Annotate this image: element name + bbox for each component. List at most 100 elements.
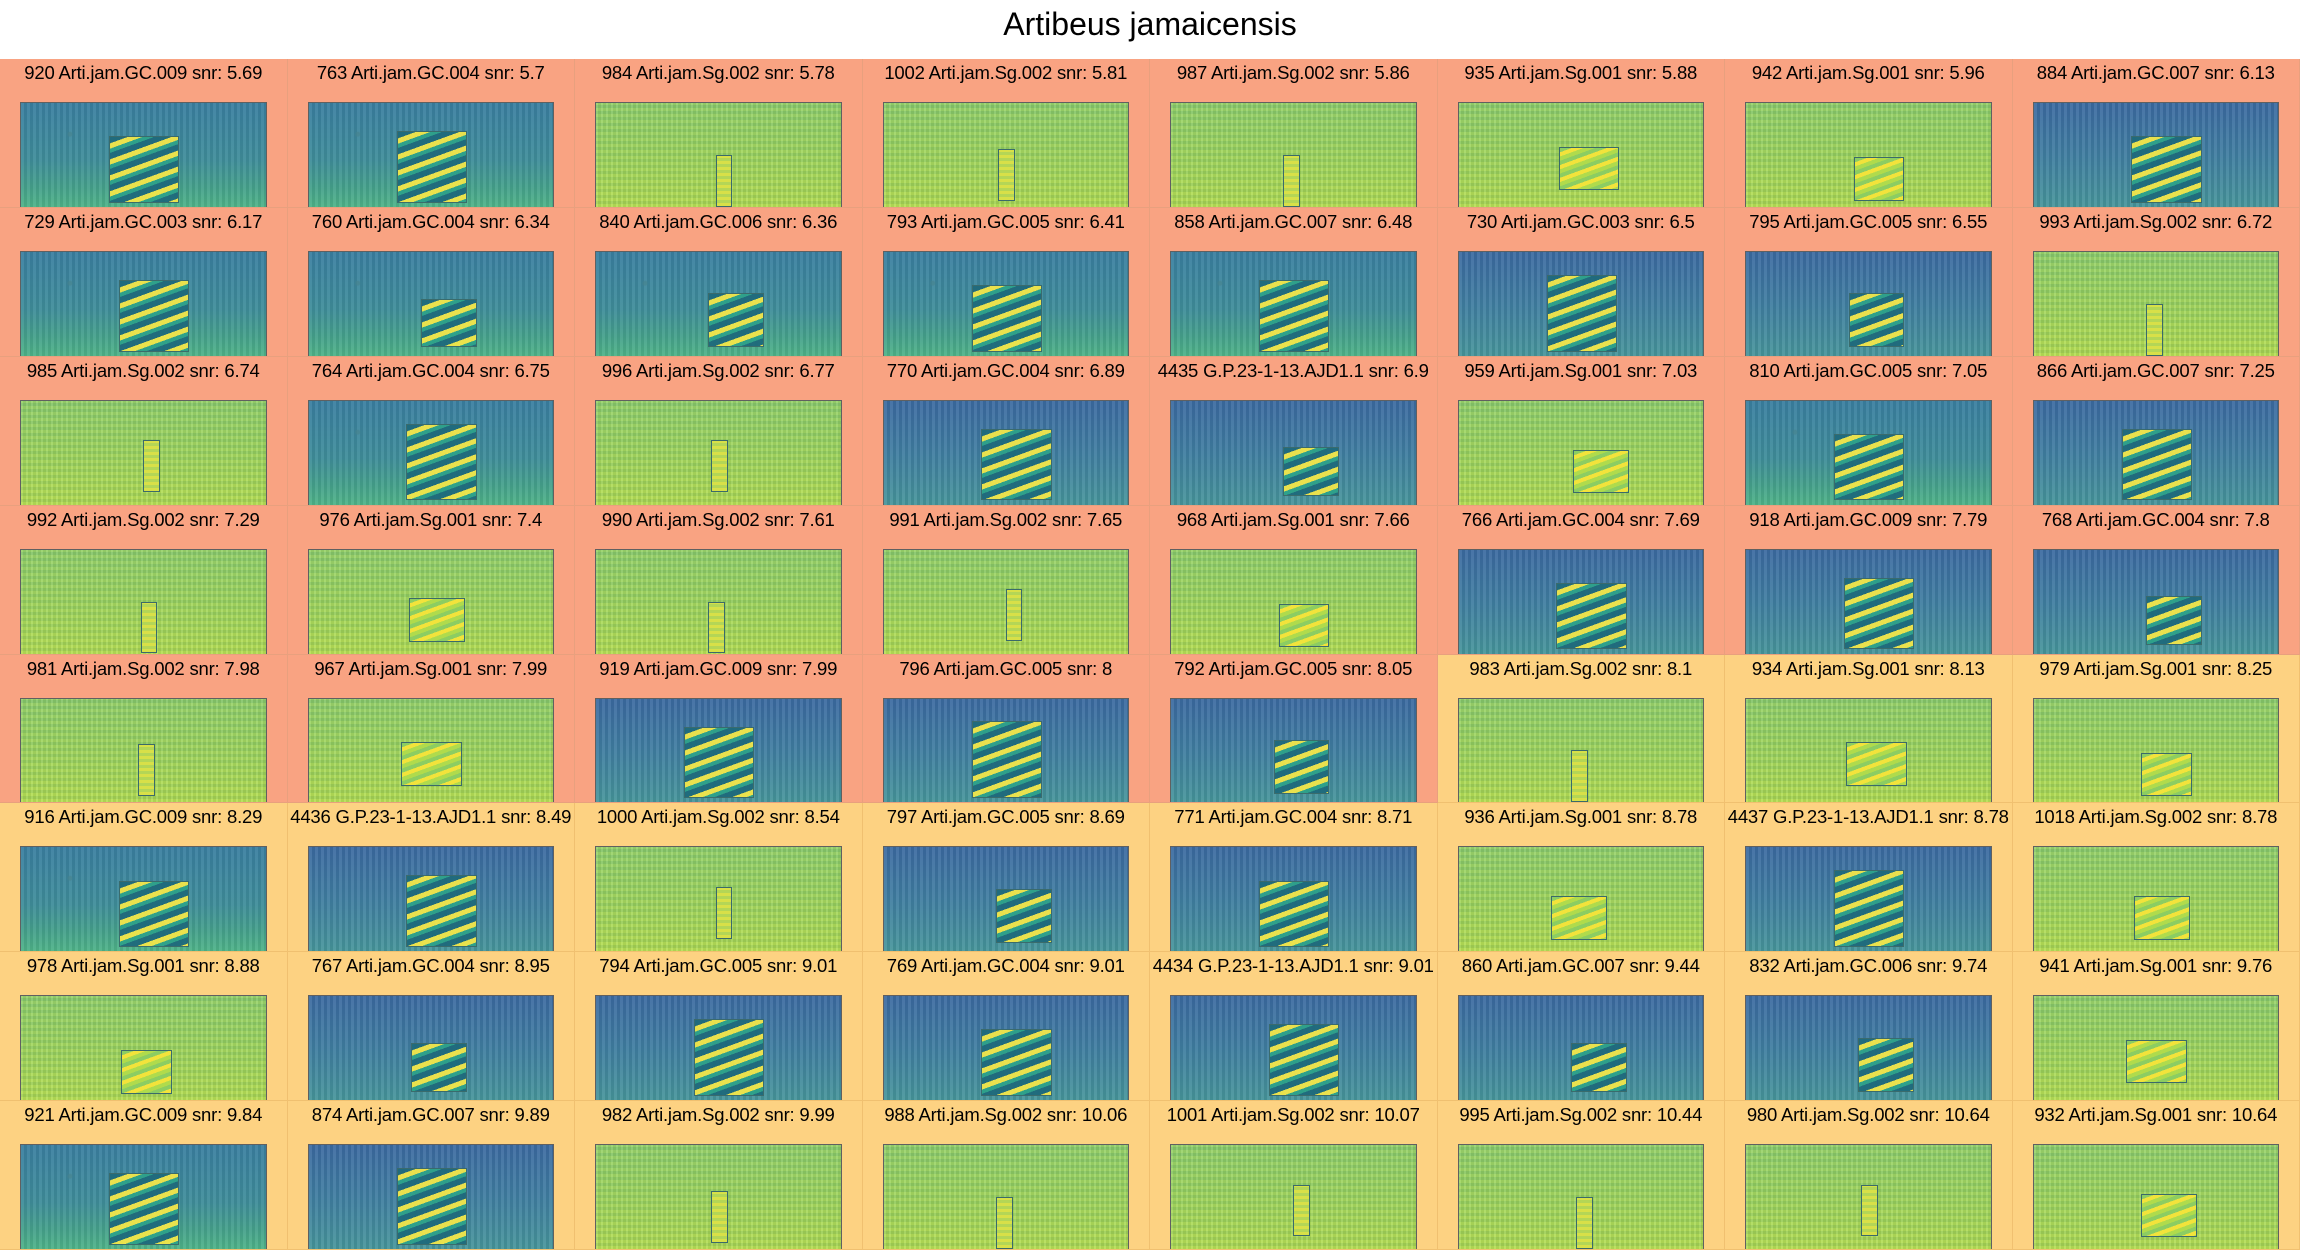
cell-label: 968 Arti.jam.Sg.001 snr: 7.66 bbox=[1176, 508, 1410, 530]
detection-box bbox=[1556, 582, 1627, 650]
detection-box bbox=[401, 742, 463, 786]
detection-box bbox=[1860, 1184, 1878, 1237]
spectrogram-cell: 767 Arti.jam.GC.004 snr: 8.95 bbox=[287, 952, 575, 1102]
cell-label: 983 Arti.jam.Sg.002 snr: 8.1 bbox=[1469, 657, 1693, 679]
spectrogram-image bbox=[1170, 995, 1417, 1101]
cell-label: 981 Arti.jam.Sg.002 snr: 7.98 bbox=[26, 657, 260, 679]
detection-box bbox=[981, 428, 1052, 501]
cell-label: 840 Arti.jam.GC.006 snr: 6.36 bbox=[599, 210, 838, 232]
detection-box bbox=[2145, 596, 2202, 646]
spectrogram-image bbox=[2032, 102, 2279, 207]
spectrogram-image bbox=[595, 995, 842, 1101]
spectrogram-image bbox=[595, 697, 842, 803]
cell-label: 942 Arti.jam.Sg.001 snr: 5.96 bbox=[1751, 62, 1985, 83]
spectrogram-cell: 941 Arti.jam.Sg.001 snr: 9.76 bbox=[2012, 952, 2300, 1102]
spectrogram-image bbox=[1170, 846, 1417, 952]
spectrogram-image bbox=[882, 399, 1129, 505]
spectrogram-cell: 982 Arti.jam.Sg.002 snr: 9.99 bbox=[575, 1101, 863, 1250]
spectrogram-cell: 797 Arti.jam.GC.005 snr: 8.69 bbox=[862, 803, 1150, 953]
spectrogram-cell: 793 Arti.jam.GC.005 snr: 6.41 bbox=[862, 207, 1150, 357]
cell-label: 992 Arti.jam.Sg.002 snr: 7.29 bbox=[26, 508, 260, 530]
detection-box bbox=[396, 1167, 467, 1245]
cell-label: 874 Arti.jam.GC.007 snr: 9.89 bbox=[311, 1104, 550, 1126]
cell-label: 990 Arti.jam.Sg.002 snr: 7.61 bbox=[601, 508, 835, 530]
spectrogram-image bbox=[882, 995, 1129, 1101]
detection-box bbox=[2121, 428, 2192, 501]
spectrogram-image bbox=[1457, 250, 1704, 356]
spectrogram-cell: 993 Arti.jam.Sg.002 snr: 6.72 bbox=[2012, 207, 2300, 357]
cell-label: 866 Arti.jam.GC.007 snr: 7.25 bbox=[2036, 359, 2275, 381]
cell-label: 768 Arti.jam.GC.004 snr: 7.8 bbox=[2041, 508, 2270, 530]
spectrogram-image bbox=[1745, 548, 1992, 654]
spectrogram-image bbox=[2032, 697, 2279, 803]
spectrogram-image bbox=[307, 548, 554, 654]
detection-box bbox=[1858, 1037, 1915, 1092]
spectrogram-image bbox=[1745, 102, 1992, 207]
spectrogram-cell: 983 Arti.jam.Sg.002 snr: 8.1 bbox=[1437, 654, 1725, 804]
cell-label: 979 Arti.jam.Sg.001 snr: 8.25 bbox=[2039, 657, 2273, 679]
spectrogram-image bbox=[1170, 399, 1417, 505]
spectrogram-cell: 832 Arti.jam.GC.006 snr: 9.74 bbox=[1725, 952, 2013, 1102]
detection-box bbox=[2131, 136, 2202, 203]
spectrogram-cell: 936 Arti.jam.Sg.001 snr: 8.78 bbox=[1437, 803, 1725, 953]
detection-box bbox=[1283, 154, 1301, 207]
spectrogram-image bbox=[2032, 995, 2279, 1101]
detection-box bbox=[1570, 1042, 1627, 1092]
spectrogram-cell: 991 Arti.jam.Sg.002 snr: 7.65 bbox=[862, 505, 1150, 655]
detection-box bbox=[995, 888, 1052, 943]
spectrogram-cell: 918 Arti.jam.GC.009 snr: 7.79 bbox=[1725, 505, 2013, 655]
cell-label: 996 Arti.jam.Sg.002 snr: 6.77 bbox=[601, 359, 835, 381]
cell-label: 1002 Arti.jam.Sg.002 snr: 5.81 bbox=[884, 62, 1128, 83]
cell-label: 860 Arti.jam.GC.007 snr: 9.44 bbox=[1461, 955, 1700, 977]
spectrogram-cell: 768 Arti.jam.GC.004 snr: 7.8 bbox=[2012, 505, 2300, 655]
spectrogram-image bbox=[2032, 399, 2279, 505]
detection-box bbox=[971, 721, 1042, 799]
detection-box bbox=[2133, 896, 2190, 940]
spectrogram-cell: 995 Arti.jam.Sg.002 snr: 10.44 bbox=[1437, 1101, 1725, 1250]
detection-box bbox=[1843, 577, 1915, 650]
spectrogram-image bbox=[595, 102, 842, 207]
spectrogram-cell: 1018 Arti.jam.Sg.002 snr: 8.78 bbox=[2012, 803, 2300, 953]
spectrogram-cell: 919 Arti.jam.GC.009 snr: 7.99 bbox=[575, 654, 863, 804]
cell-label: 919 Arti.jam.GC.009 snr: 7.99 bbox=[599, 657, 838, 679]
spectrogram-cell: 810 Arti.jam.GC.005 snr: 7.05 bbox=[1725, 356, 2013, 506]
cell-label: 4437 G.P.23-1-13.AJD1.1 snr: 8.78 bbox=[1727, 806, 2009, 828]
detection-box bbox=[1570, 750, 1588, 803]
spectrogram-image bbox=[20, 548, 267, 654]
detection-box bbox=[708, 293, 765, 348]
cell-label: 4434 G.P.23-1-13.AJD1.1 snr: 9.01 bbox=[1152, 955, 1434, 977]
spectrogram-image bbox=[307, 102, 554, 207]
detection-box bbox=[411, 1042, 467, 1092]
cell-label: 796 Arti.jam.GC.005 snr: 8 bbox=[899, 657, 1113, 679]
cell-label: 967 Arti.jam.Sg.001 snr: 7.99 bbox=[314, 657, 548, 679]
detection-box bbox=[1259, 279, 1330, 352]
detection-box bbox=[118, 880, 190, 947]
spectrogram-image bbox=[20, 102, 267, 207]
cell-label: 832 Arti.jam.GC.006 snr: 9.74 bbox=[1749, 955, 1988, 977]
cell-label: 766 Arti.jam.GC.004 snr: 7.69 bbox=[1461, 508, 1700, 530]
detection-box bbox=[420, 298, 477, 348]
spectrogram-cell: 934 Arti.jam.Sg.001 snr: 8.13 bbox=[1725, 654, 2013, 804]
spectrogram-cell: 729 Arti.jam.GC.003 snr: 6.17 bbox=[0, 207, 288, 357]
cell-label: 921 Arti.jam.GC.009 snr: 9.84 bbox=[24, 1104, 263, 1126]
detection-box bbox=[1005, 589, 1023, 641]
cell-label: 988 Arti.jam.Sg.002 snr: 10.06 bbox=[884, 1104, 1128, 1126]
cell-label: 934 Arti.jam.Sg.001 snr: 8.13 bbox=[1751, 657, 1985, 679]
cell-label: 858 Arti.jam.GC.007 snr: 6.48 bbox=[1174, 210, 1413, 232]
spectrogram-cell: 760 Arti.jam.GC.004 snr: 6.34 bbox=[287, 207, 575, 357]
spectrogram-cell: 860 Arti.jam.GC.007 snr: 9.44 bbox=[1437, 952, 1725, 1102]
spectrogram-cell: 985 Arti.jam.Sg.002 snr: 6.74 bbox=[0, 356, 288, 506]
cell-label: 792 Arti.jam.GC.005 snr: 8.05 bbox=[1174, 657, 1413, 679]
spectrogram-cell: 1000 Arti.jam.Sg.002 snr: 8.54 bbox=[575, 803, 863, 953]
spectrogram-image bbox=[595, 399, 842, 505]
spectrogram-image bbox=[307, 1144, 554, 1249]
spectrogram-image bbox=[1457, 846, 1704, 952]
cell-label: 932 Arti.jam.Sg.001 snr: 10.64 bbox=[2034, 1104, 2278, 1126]
spectrogram-cell: 932 Arti.jam.Sg.001 snr: 10.64 bbox=[2012, 1101, 2300, 1250]
spectrogram-image bbox=[20, 846, 267, 952]
spectrogram-cell: 794 Arti.jam.GC.005 snr: 9.01 bbox=[575, 952, 863, 1102]
detection-box bbox=[981, 1029, 1052, 1096]
spectrogram-image bbox=[1170, 1144, 1417, 1249]
cell-label: 959 Arti.jam.Sg.001 snr: 7.03 bbox=[1464, 359, 1698, 381]
detection-box bbox=[715, 154, 733, 207]
